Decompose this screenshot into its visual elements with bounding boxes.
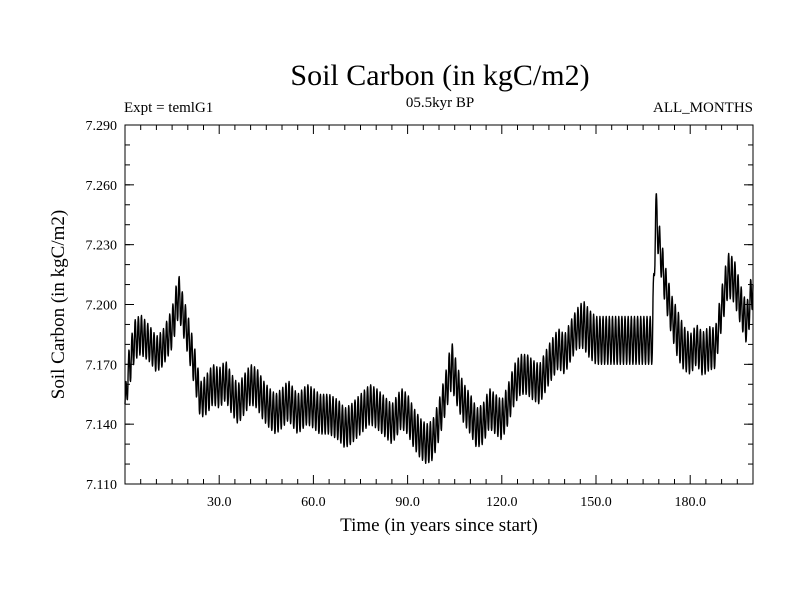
axis-ticks: 30.0 60.0 90.0 120.0 150.0 180.0 7.110 7.140 7.1… [86, 119, 753, 510]
x-tick-label: 180.0 [674, 495, 706, 510]
chart-title: Soil Carbon (in kgC/m2) [290, 59, 589, 92]
x-tick-label: 60.0 [301, 495, 326, 510]
x-tick-label: 150.0 [580, 495, 612, 510]
y-tick-label: 7.230 [86, 239, 118, 254]
y-tick-label: 7.290 [86, 119, 118, 134]
plot-frame [124, 124, 754, 485]
plot-area [124, 193, 754, 464]
y-axis-label: Soil Carbon (in kgC/m2) [48, 210, 69, 399]
period-label: 05.5kyr BP [406, 95, 474, 111]
months-label: ALL_MONTHS [653, 100, 753, 116]
y-tick-label: 7.110 [86, 478, 117, 493]
expt-label: Expt = temlG1 [124, 100, 213, 116]
y-tick-label: 7.260 [86, 179, 118, 194]
y-tick-label: 7.140 [86, 418, 118, 433]
y-tick-label: 7.200 [86, 299, 118, 314]
x-tick-label: 120.0 [486, 495, 518, 510]
series-line [124, 193, 754, 464]
x-tick-label: 90.0 [395, 495, 420, 510]
x-tick-label: 30.0 [207, 495, 232, 510]
y-tick-label: 7.170 [86, 358, 118, 373]
x-axis-label: Time (in years since start) [340, 515, 538, 536]
